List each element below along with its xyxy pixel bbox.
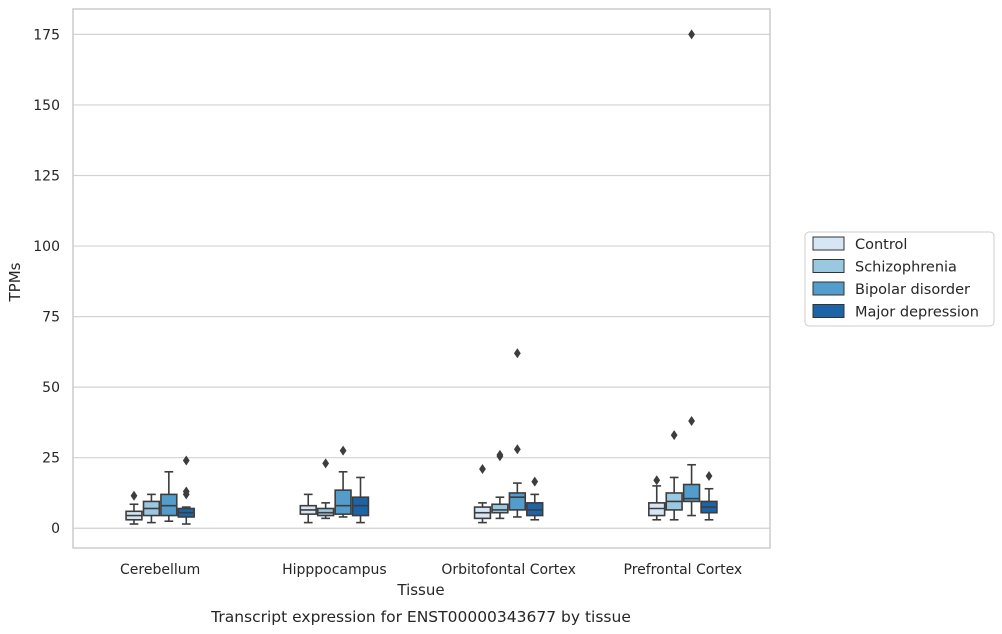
- outlier: [130, 490, 138, 501]
- outlier: [705, 471, 713, 482]
- y-tick-label: 125: [33, 168, 60, 184]
- box-0-1: [142, 493, 161, 524]
- legend-swatch: [812, 281, 845, 296]
- outlier: [531, 476, 539, 487]
- box: [508, 492, 527, 511]
- x-tick-label: Cerebellum: [120, 562, 200, 578]
- outlier: [653, 475, 661, 486]
- legend-frame: [804, 231, 995, 327]
- legend-swatch: [812, 236, 845, 251]
- box: [491, 503, 509, 514]
- box-2-0: [473, 463, 492, 524]
- legend-label: Schizophrenia: [855, 260, 957, 276]
- legend-swatch: [812, 259, 845, 273]
- x-tick-label: Hipppocampus: [282, 562, 387, 578]
- legend-label: Control: [855, 237, 907, 253]
- y-tick-label: 25: [42, 451, 60, 467]
- box-plot-area: [125, 29, 718, 525]
- outlier: [688, 416, 695, 427]
- y-tick-label: 0: [51, 521, 60, 537]
- outlier: [513, 348, 521, 359]
- box-2-1: [491, 449, 509, 520]
- legend-label: Bipolar disorder: [855, 282, 970, 298]
- outlier: [688, 29, 695, 40]
- box: [334, 489, 352, 515]
- box-2-2: [508, 348, 527, 518]
- box-1-2: [334, 445, 352, 518]
- legend: Control Schizophrenia Bipolar disorder Majo…: [804, 231, 995, 327]
- y-axis: 0 25 50 75 100 125 150 175: [33, 27, 60, 537]
- y-tick-label: 150: [33, 98, 60, 114]
- outlier: [513, 444, 521, 455]
- box: [682, 483, 701, 503]
- y-axis-label: TPMs: [6, 262, 24, 302]
- box-3-2: [682, 29, 701, 517]
- outlier: [182, 486, 190, 497]
- outlier: [670, 430, 678, 441]
- x-axis-label: Tissue: [396, 581, 444, 599]
- y-tick-label: 100: [33, 239, 60, 255]
- x-axis: Cerebellum Hipppocampus Orbitofontal Corte…: [120, 562, 742, 578]
- gridlines: [73, 33, 770, 529]
- plot-frame: [72, 8, 771, 549]
- outlier: [496, 449, 504, 460]
- box-0-3: [177, 455, 195, 525]
- box-1-3: [351, 476, 370, 524]
- x-tick-label: Prefrontal Cortex: [624, 562, 743, 578]
- y-tick-label: 50: [42, 380, 60, 396]
- box-0-2: [160, 471, 178, 522]
- box-3-0: [648, 475, 666, 521]
- outlier: [322, 458, 330, 469]
- box-1-0: [299, 493, 317, 524]
- box-3-1: [665, 430, 683, 521]
- y-tick-label: 75: [42, 310, 60, 326]
- outlier: [182, 455, 190, 466]
- legend-label: Major depression: [855, 305, 979, 321]
- box-0-0: [125, 490, 143, 525]
- box-3-3: [700, 471, 718, 521]
- box-1-1: [316, 458, 335, 520]
- outlier: [339, 445, 347, 456]
- outlier: [479, 463, 486, 474]
- box-2-3: [526, 476, 544, 521]
- chart-caption: Transcript expression for ENST0000034367…: [210, 608, 631, 626]
- y-tick-label: 175: [33, 27, 60, 43]
- legend-swatch: [812, 304, 845, 318]
- x-tick-label: Orbitofontal Cortex: [441, 562, 576, 578]
